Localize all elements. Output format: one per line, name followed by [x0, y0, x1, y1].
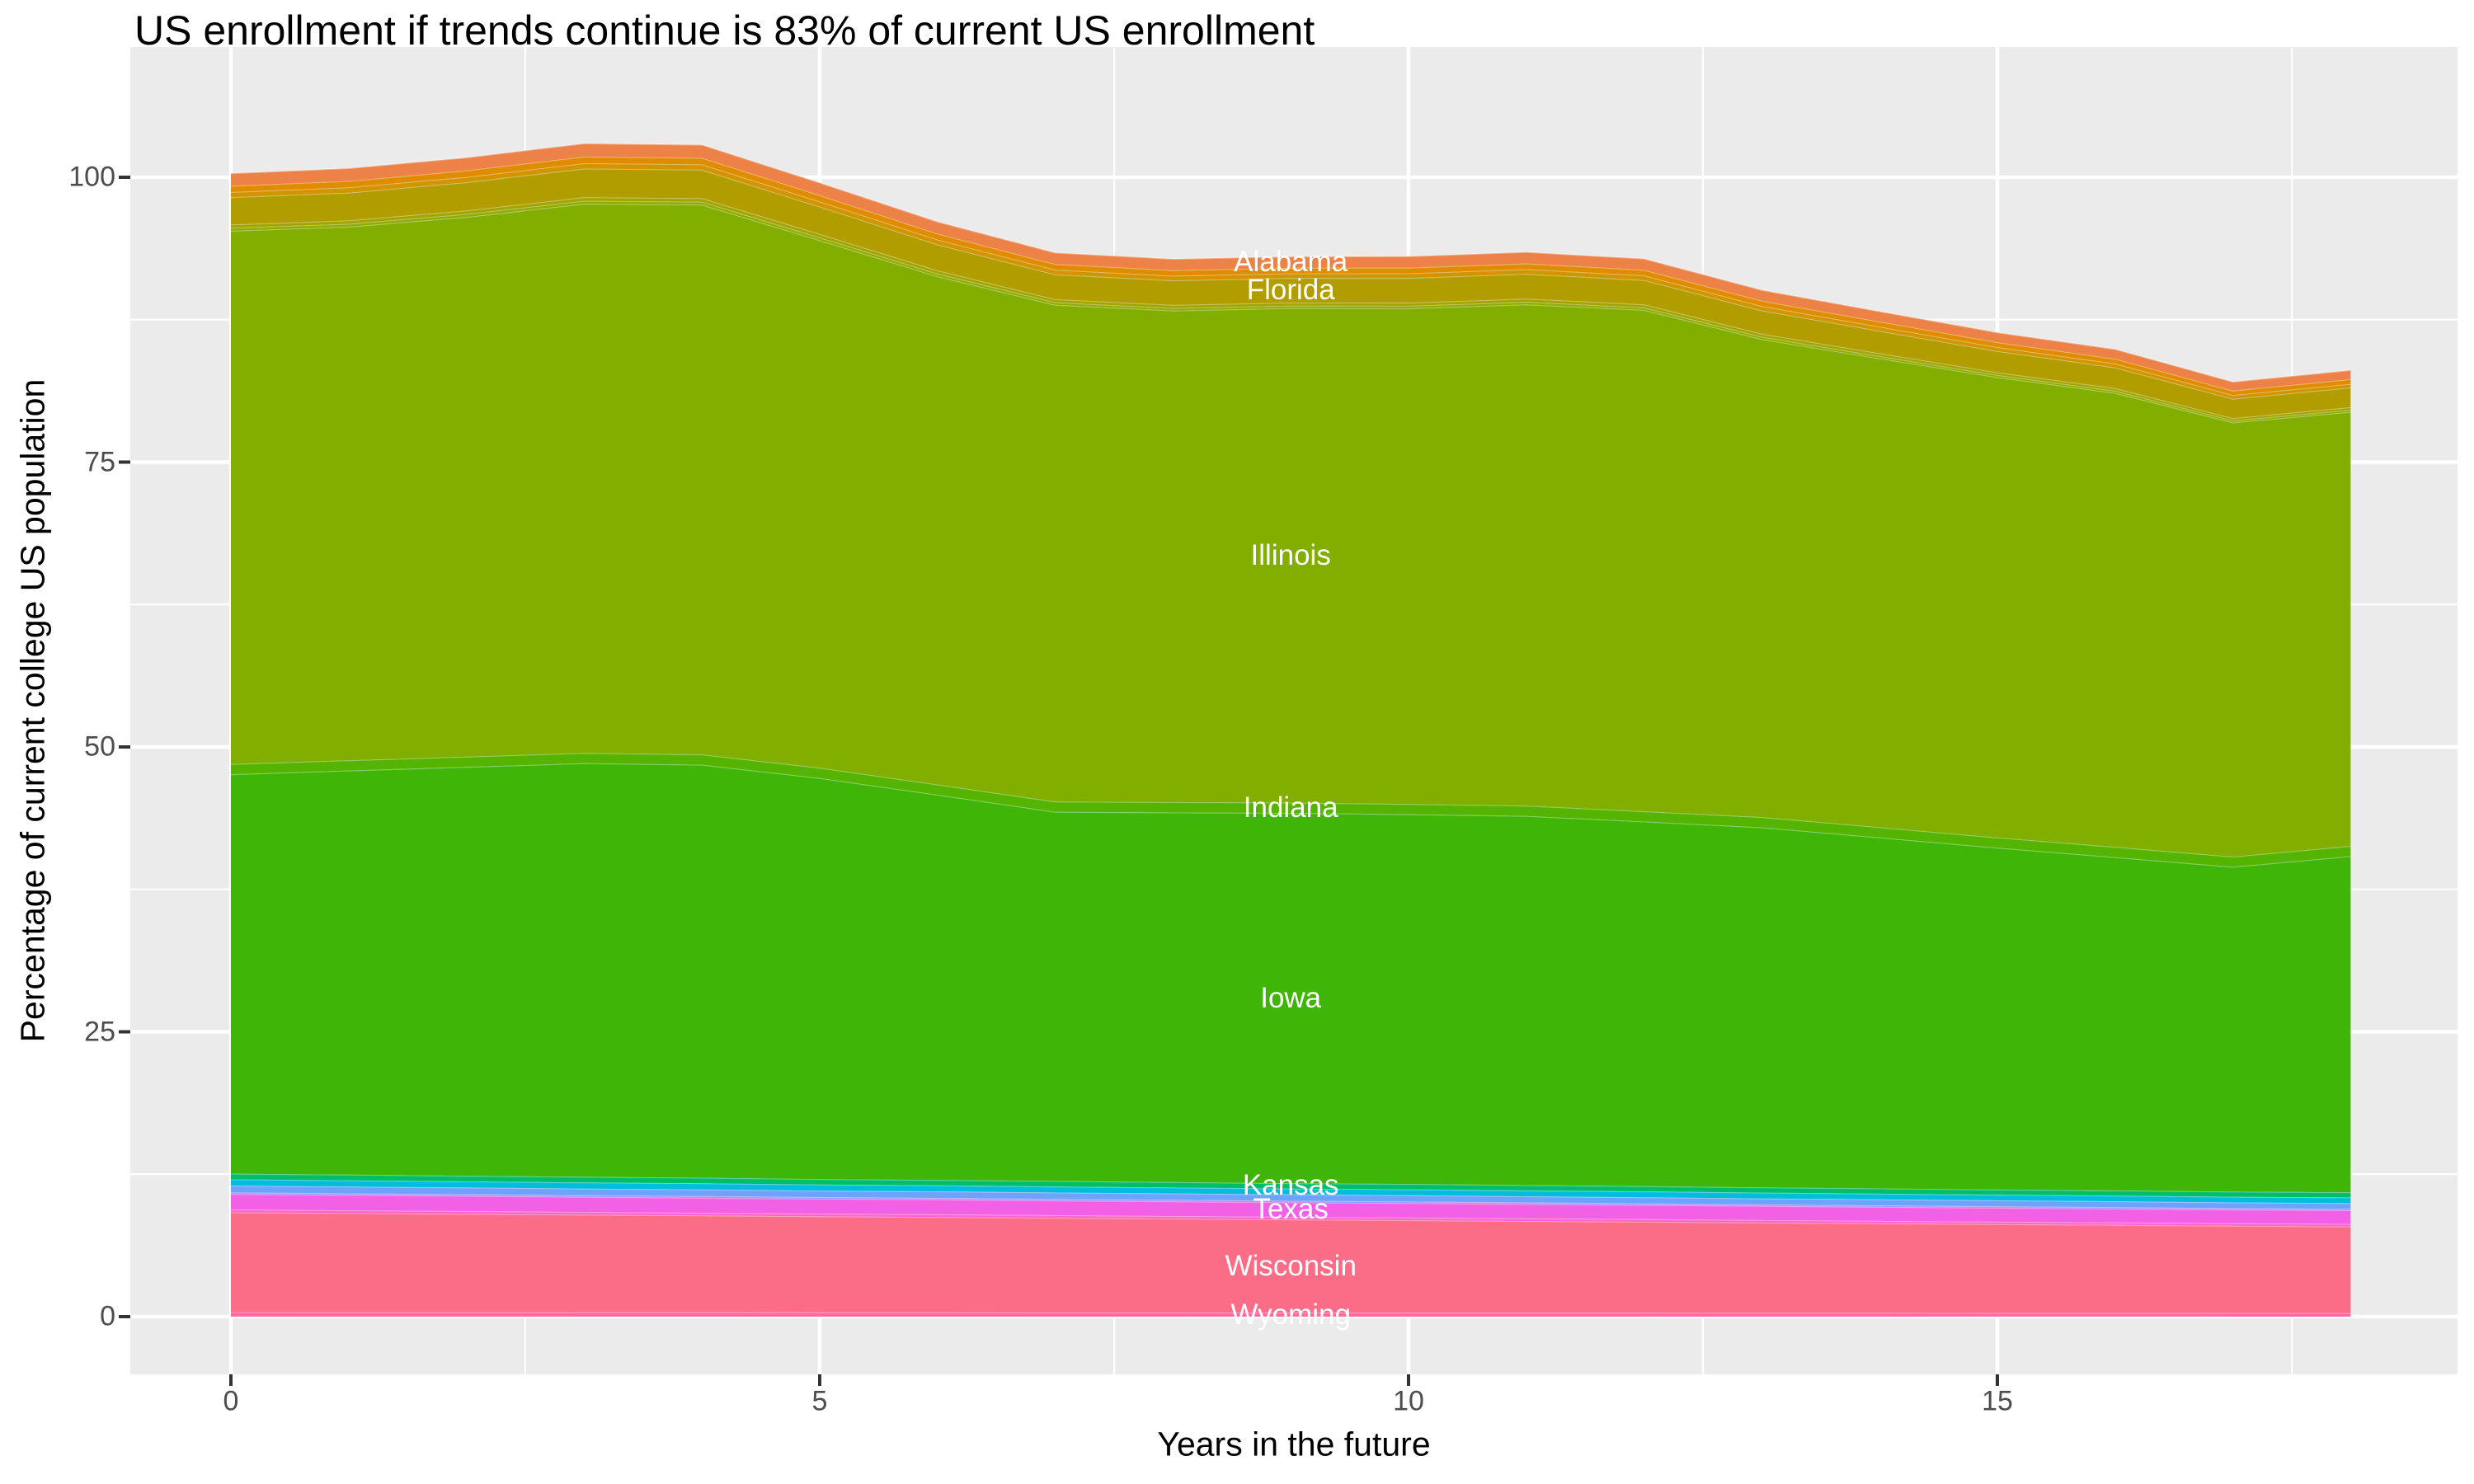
area-label-wyoming: Wyoming [1230, 1298, 1351, 1331]
y-tick-label-25: 25 [84, 1016, 115, 1047]
area-band-alabama [231, 143, 2351, 391]
area-label-kansas: Kansas [1242, 1169, 1339, 1202]
x-tick-label-10: 10 [1393, 1385, 1424, 1417]
area-band-edge-alabama [230, 142, 2351, 383]
area-band-unlabeled-band-11 [231, 1179, 2351, 1204]
y-tick-label-75: 75 [84, 446, 115, 477]
y-tick-label-100: 100 [68, 161, 115, 193]
area-band-unlabeled-band-13 [231, 1192, 2351, 1211]
area-label-iowa: Iowa [1260, 981, 1322, 1014]
area-band-iowa [231, 763, 2351, 1193]
x-tick-label-0: 0 [223, 1385, 239, 1417]
area-band-unlabeled-band-15 [231, 1209, 2351, 1227]
area-label-illinois: Illinois [1250, 538, 1331, 571]
y-tick-label-0: 0 [100, 1300, 115, 1332]
area-band-illinois [231, 204, 2351, 857]
y-axis-title: Percentage of current college US populat… [13, 378, 52, 1043]
x-axis-title: Years in the future [1157, 1425, 1431, 1463]
area-band-wyoming [231, 1312, 2351, 1317]
area-label-alabama: Alabama [1234, 246, 1348, 279]
area-label-texas: Texas [1253, 1193, 1329, 1226]
y-tick-label-50: 50 [84, 730, 115, 763]
x-tick-label-15: 15 [1982, 1385, 2013, 1417]
area-label-florida: Florida [1246, 274, 1335, 307]
area-band-texas [231, 1194, 2351, 1224]
area-label-wisconsin: Wisconsin [1225, 1249, 1357, 1282]
area-band-unlabeled-band-12 [231, 1186, 2351, 1209]
x-tick-label-5: 5 [811, 1385, 828, 1417]
area-band-florida [231, 168, 2351, 419]
area-label-indiana: Indiana [1243, 791, 1338, 824]
chart-title: US enrollment if trends continue is 83% … [134, 7, 1315, 54]
area-band-wisconsin [231, 1212, 2351, 1313]
area-band-kansas [231, 1173, 2351, 1198]
area-band-indiana [231, 753, 2351, 867]
